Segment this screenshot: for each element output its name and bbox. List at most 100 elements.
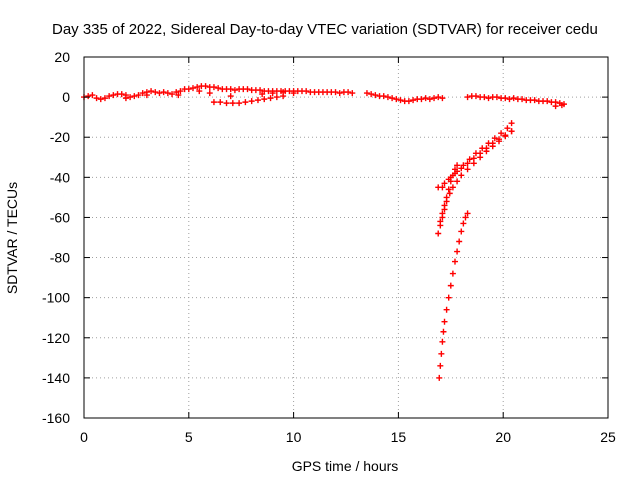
y-tick-label: -100 — [42, 290, 70, 306]
data-point — [493, 94, 500, 101]
data-point — [422, 95, 429, 102]
data-point — [464, 166, 471, 173]
data-point — [410, 97, 417, 104]
data-point — [349, 90, 356, 97]
data-point — [439, 210, 446, 217]
y-axis-label: SDTVAR / TECUs — [4, 182, 20, 294]
data-point — [363, 90, 370, 97]
data-point — [196, 88, 203, 95]
data-point — [223, 100, 230, 107]
data-point — [89, 92, 96, 99]
y-tick-label: -60 — [50, 209, 70, 225]
data-point — [248, 98, 255, 105]
data-point — [435, 230, 442, 237]
data-point — [441, 180, 448, 187]
data-point — [173, 89, 180, 96]
data-point — [531, 97, 538, 104]
data-point — [372, 92, 379, 99]
data-point — [485, 95, 492, 102]
data-point — [127, 94, 134, 101]
data-point — [267, 95, 274, 102]
data-point — [131, 93, 138, 100]
data-point — [290, 90, 297, 97]
data-point — [332, 89, 339, 96]
data-point — [202, 83, 209, 90]
data-point — [229, 100, 236, 107]
y-tick-label: -120 — [42, 330, 70, 346]
data-point — [435, 94, 442, 101]
y-tick-label: -80 — [50, 250, 70, 266]
data-point — [215, 85, 222, 92]
data-point — [336, 90, 343, 97]
data-point — [101, 95, 108, 102]
data-point — [552, 103, 559, 110]
data-point — [508, 128, 515, 135]
data-point — [446, 190, 453, 197]
data-point — [443, 306, 450, 313]
data-point — [152, 89, 159, 96]
data-point — [143, 92, 150, 99]
data-point — [438, 350, 445, 357]
x-tick-label: 5 — [185, 429, 193, 445]
data-point — [472, 93, 479, 100]
data-point — [470, 160, 477, 167]
data-point — [449, 172, 456, 179]
data-point — [510, 95, 517, 102]
data-point — [185, 86, 192, 93]
data-point — [483, 148, 490, 155]
data-point — [504, 125, 511, 132]
data-point — [458, 165, 465, 172]
data-point — [458, 172, 465, 179]
y-tick-label: -140 — [42, 370, 70, 386]
data-point — [436, 374, 443, 381]
chart-title: Day 335 of 2022, Sidereal Day-to-day VTE… — [52, 21, 598, 38]
data-point — [445, 294, 452, 301]
data-point — [449, 270, 456, 277]
data-point — [85, 93, 92, 100]
data-point — [558, 102, 565, 109]
data-point — [489, 143, 496, 150]
data-point — [454, 178, 461, 185]
data-point — [481, 94, 488, 101]
data-point — [236, 100, 243, 107]
data-point — [426, 96, 433, 103]
data-point — [139, 90, 146, 97]
data-point — [177, 88, 184, 95]
data-point — [397, 97, 404, 104]
data-point — [445, 186, 452, 193]
y-tick-label: 0 — [62, 89, 70, 105]
data-point — [498, 130, 505, 137]
data-point — [491, 135, 498, 142]
x-tick-label: 25 — [600, 429, 616, 445]
data-point — [110, 92, 117, 99]
data-point — [303, 88, 310, 95]
data-point — [206, 90, 213, 97]
x-tick-label: 20 — [495, 429, 511, 445]
data-point — [148, 88, 155, 95]
data-point — [175, 92, 182, 99]
data-point — [164, 90, 171, 97]
data-point — [160, 89, 167, 96]
data-point — [477, 154, 484, 161]
data-point — [447, 282, 454, 289]
data-point — [496, 138, 503, 145]
data-point — [122, 95, 129, 102]
data-point — [456, 238, 463, 245]
data-point — [261, 96, 268, 103]
data-point — [242, 99, 249, 106]
x-tick-label: 0 — [80, 429, 88, 445]
plot-frame — [83, 56, 609, 419]
data-point — [345, 89, 352, 96]
data-point — [389, 95, 396, 102]
data-point — [259, 91, 266, 98]
data-point — [217, 99, 224, 106]
data-point — [441, 318, 448, 325]
data-point — [210, 99, 217, 106]
data-point — [210, 84, 217, 91]
data-point — [464, 94, 471, 101]
data-points — [81, 83, 567, 381]
data-point — [449, 184, 456, 191]
data-point — [269, 90, 276, 97]
data-point — [502, 133, 509, 140]
data-point — [418, 96, 425, 103]
